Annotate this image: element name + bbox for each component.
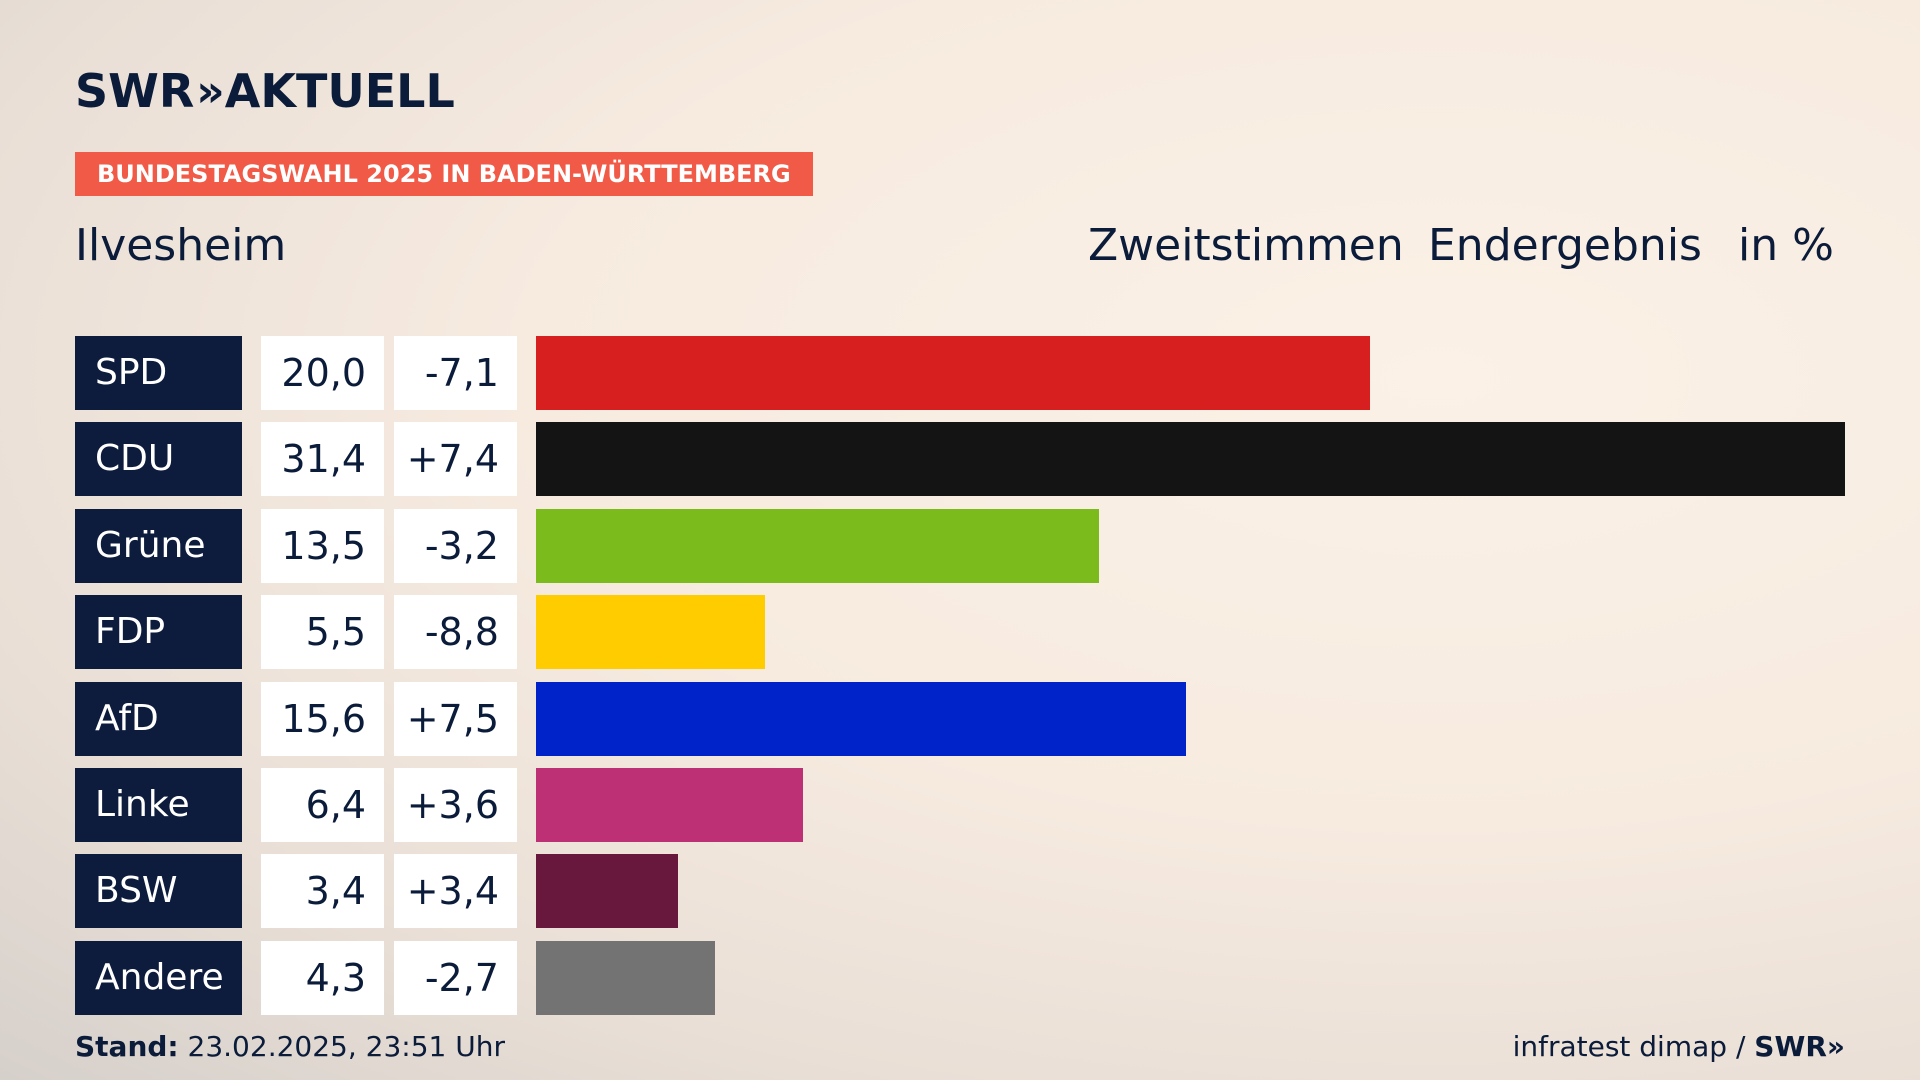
party-row: SPD 20,0 -7,1 <box>0 336 1920 410</box>
diff-label: -3,2 <box>394 508 517 583</box>
source-text: infratest dimap / <box>1512 1030 1746 1063</box>
diff-label: -7,1 <box>394 336 517 410</box>
value-label: 5,5 <box>261 595 384 670</box>
swr-aktuell-logo: SWR » AKTUELL <box>75 64 455 118</box>
diff-label: +7,4 <box>394 422 517 497</box>
logo-aktuell: AKTUELL <box>224 64 455 118</box>
diff-label: +3,6 <box>394 768 517 842</box>
logo-swr: SWR <box>75 64 195 118</box>
party-row: Andere 4,3 -2,7 <box>0 940 1920 1015</box>
party-label: CDU <box>75 422 242 497</box>
party-label: Linke <box>75 768 242 842</box>
region-title: Ilvesheim <box>75 220 287 271</box>
party-row: CDU 31,4 +7,4 <box>0 422 1920 497</box>
value-label: 13,5 <box>261 508 384 583</box>
value-label: 6,4 <box>261 768 384 842</box>
value-label: 15,6 <box>261 681 384 756</box>
bar <box>536 681 1186 756</box>
party-label: BSW <box>75 854 242 929</box>
party-label: Grüne <box>75 508 242 583</box>
diff-label: +3,4 <box>394 854 517 929</box>
header-vote-type: Zweitstimmen <box>1088 220 1404 271</box>
party-label: FDP <box>75 595 242 670</box>
party-row: Linke 6,4 +3,6 <box>0 768 1920 842</box>
party-label: Andere <box>75 940 242 1015</box>
value-label: 20,0 <box>261 336 384 410</box>
bar <box>536 940 715 1015</box>
stand-value: 23.02.2025, 23:51 Uhr <box>187 1030 505 1063</box>
value-label: 31,4 <box>261 422 384 497</box>
diff-label: -8,8 <box>394 595 517 670</box>
party-label: AfD <box>75 681 242 756</box>
party-row: AfD 15,6 +7,5 <box>0 681 1920 756</box>
party-row: BSW 3,4 +3,4 <box>0 854 1920 929</box>
diff-label: +7,5 <box>394 681 517 756</box>
stand-label: Stand: <box>75 1030 179 1063</box>
party-row: FDP 5,5 -8,8 <box>0 595 1920 670</box>
value-label: 3,4 <box>261 854 384 929</box>
bar <box>536 854 678 929</box>
header-status: Endergebnis <box>1428 220 1702 271</box>
header-unit: in % <box>1738 220 1834 271</box>
election-banner: BUNDESTAGSWAHL 2025 IN BADEN-WÜRTTEMBERG <box>75 152 813 196</box>
source-credit: infratest dimap / SWR» <box>1513 1030 1845 1063</box>
source-brand: SWR» <box>1754 1030 1845 1063</box>
timestamp: Stand: 23.02.2025, 23:51 Uhr <box>75 1030 505 1063</box>
bar <box>536 336 1370 410</box>
bar <box>536 422 1845 497</box>
diff-label: -2,7 <box>394 940 517 1015</box>
party-label: SPD <box>75 336 242 410</box>
bar <box>536 768 803 842</box>
party-row: Grüne 13,5 -3,2 <box>0 508 1920 583</box>
bar <box>536 595 765 670</box>
bar <box>536 508 1099 583</box>
value-label: 4,3 <box>261 940 384 1015</box>
